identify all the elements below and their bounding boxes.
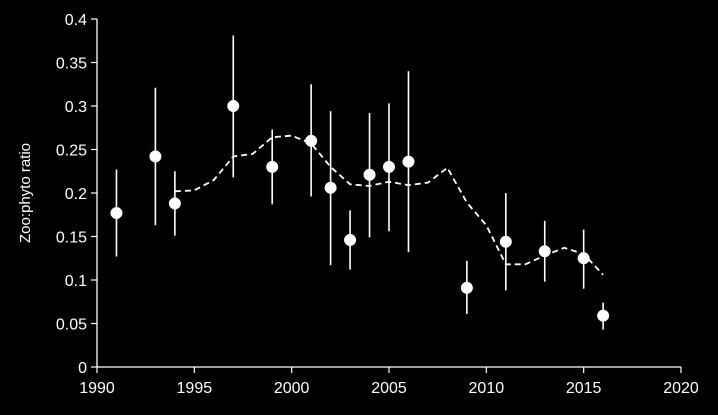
data-point	[597, 302, 610, 330]
data-point-marker	[149, 150, 162, 163]
data-point	[168, 171, 181, 236]
y-tick-label: 0.15	[56, 230, 87, 247]
data-point	[538, 220, 551, 282]
data-point-marker	[597, 309, 610, 322]
x-tick-label: 1995	[177, 380, 213, 397]
x-tick-label: 2020	[663, 380, 699, 397]
x-axis-ticks: 1990 1995 2000 2005 2010 2015 2020	[79, 367, 699, 397]
y-tick-label: 0.25	[56, 143, 87, 160]
y-axis-label: Zoo:phyto ratio	[17, 143, 34, 243]
y-tick-label: 0.4	[65, 12, 87, 29]
y-tick-label: 0.35	[56, 56, 87, 73]
data-point	[402, 71, 415, 253]
y-tick-label: 0.1	[65, 273, 87, 290]
y-tick-label: 0.05	[56, 317, 87, 334]
data-point	[324, 111, 337, 266]
data-point-marker	[324, 181, 337, 194]
x-tick-label: 2000	[274, 380, 310, 397]
data-points	[110, 35, 610, 330]
data-point	[110, 169, 123, 257]
y-tick-label: 0.2	[65, 186, 87, 203]
data-point-marker	[227, 99, 240, 113]
data-point-marker	[499, 235, 512, 248]
data-point	[149, 87, 162, 226]
data-point	[266, 129, 279, 205]
x-tick-label: 2005	[371, 380, 407, 397]
x-tick-label: 2015	[566, 380, 602, 397]
data-point	[577, 229, 590, 289]
x-tick-label: 1990	[79, 380, 115, 397]
data-point-marker	[110, 206, 123, 220]
data-point-marker	[577, 252, 590, 265]
data-point	[227, 35, 240, 178]
data-point-marker	[305, 134, 318, 147]
y-axis-ticks: 0 0.05 0.1 0.15 0.2 0.25 0.3 0.35 0.4	[56, 12, 97, 377]
data-point-marker	[344, 233, 357, 247]
x-tick-label: 2010	[469, 380, 505, 397]
data-point-marker	[363, 168, 376, 181]
data-point	[382, 103, 396, 232]
data-point	[305, 84, 318, 197]
data-point	[344, 210, 357, 270]
data-point-marker	[460, 281, 473, 294]
data-point-marker	[402, 155, 415, 168]
y-tick-label: 0.3	[65, 99, 87, 116]
data-point-marker	[538, 245, 551, 258]
data-point-marker	[266, 160, 279, 173]
data-point	[460, 260, 473, 314]
data-point	[363, 112, 376, 238]
data-point	[499, 193, 512, 291]
data-point-marker	[382, 160, 396, 173]
data-point-marker	[168, 197, 181, 210]
y-tick-label: 0	[78, 360, 87, 377]
